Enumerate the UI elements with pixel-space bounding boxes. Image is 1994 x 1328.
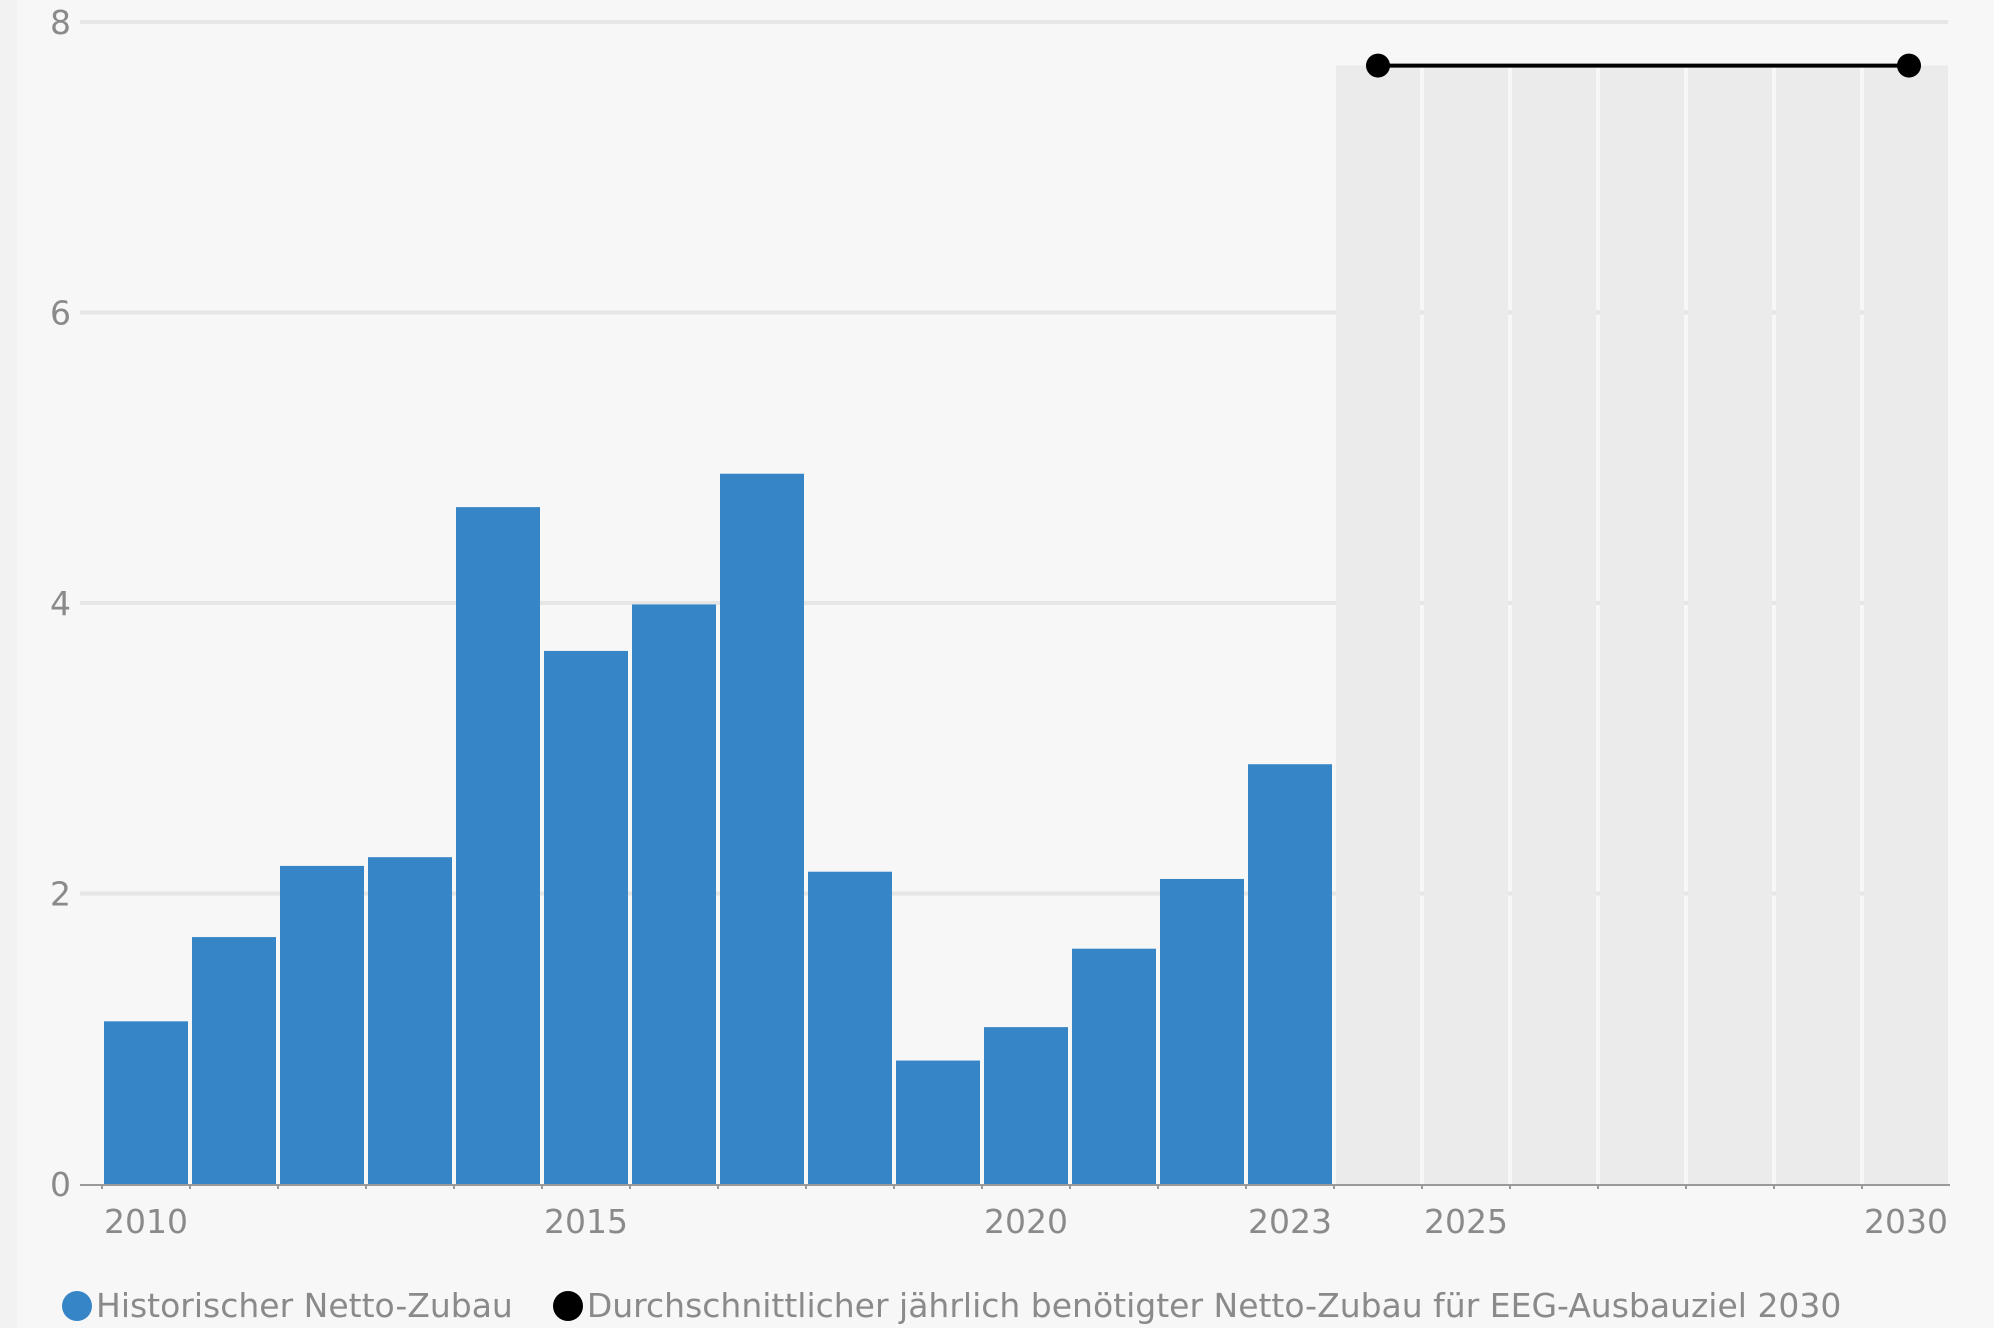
bar-2011[interactable] (192, 937, 276, 1184)
bar-2020[interactable] (984, 1027, 1068, 1184)
target-point-2024[interactable] (1366, 53, 1390, 78)
bar-2016[interactable] (632, 604, 716, 1184)
forecast-shading (1336, 65, 1948, 1185)
forecast-column-2025 (1424, 65, 1508, 1185)
x-axis (80, 1184, 1950, 1189)
legend-marker-target (552, 1290, 583, 1321)
x-tick-labels: 2010 2015 2020 2023 2025 2030 (104, 1202, 1948, 1241)
y-tick-label-4: 4 (50, 584, 71, 623)
y-tick-labels: 0 2 4 6 8 (50, 3, 71, 1204)
forecast-column-2026 (1512, 65, 1596, 1185)
x-tick-label-2030: 2030 (1864, 1202, 1948, 1241)
bar-2017[interactable] (720, 473, 804, 1184)
bar-2019[interactable] (896, 1060, 980, 1184)
legend-label-historic: Historischer Netto-Zubau (96, 1286, 513, 1325)
bar-2012[interactable] (280, 865, 364, 1184)
bar-2023[interactable] (1248, 764, 1332, 1184)
x-tick-label-2025: 2025 (1424, 1202, 1508, 1241)
forecast-column-2027 (1600, 65, 1684, 1185)
forecast-column-2030 (1864, 65, 1948, 1185)
x-tick-label-2015: 2015 (544, 1202, 628, 1241)
forecast-column-2024 (1336, 65, 1420, 1185)
chart-area: 0 2 4 6 8 2010 2015 2020 2023 2025 2030 (50, 3, 1950, 1241)
legend-marker-historic (62, 1290, 92, 1321)
legend-item-target[interactable]: Durchschnittlicher jährlich benötigter N… (552, 1286, 1842, 1325)
x-tick-label-2010: 2010 (104, 1202, 188, 1241)
forecast-column-2029 (1776, 65, 1860, 1185)
forecast-column-2028 (1688, 65, 1772, 1185)
bar-2014[interactable] (456, 507, 540, 1184)
target-series (1366, 53, 1921, 78)
target-point-2030[interactable] (1897, 53, 1921, 78)
x-tick-label-2023: 2023 (1248, 1202, 1332, 1241)
legend-label-target: Durchschnittlicher jährlich benötigter N… (586, 1286, 1842, 1325)
y-tick-label-0: 0 (50, 1165, 71, 1204)
bar-2018[interactable] (808, 871, 892, 1184)
chart-panel: 0 2 4 6 8 2010 2015 2020 2023 2025 2030 Historisc… (17, 0, 1994, 1328)
y-tick-label-6: 6 (50, 294, 71, 333)
legend-item-historic[interactable]: Historischer Netto-Zubau (62, 1286, 513, 1325)
y-tick-label-2: 2 (50, 875, 71, 914)
bar-2022[interactable] (1160, 878, 1244, 1184)
legend: Historischer Netto-Zubau Durchschnittlic… (62, 1286, 1881, 1325)
x-tick-label-2020: 2020 (984, 1202, 1068, 1241)
bar-2015[interactable] (544, 650, 628, 1184)
bar-2013[interactable] (368, 857, 452, 1184)
bar-2010[interactable] (104, 1021, 188, 1184)
y-tick-label-8: 8 (50, 3, 71, 42)
bar-2021[interactable] (1072, 948, 1156, 1184)
bar-series (104, 473, 1332, 1184)
